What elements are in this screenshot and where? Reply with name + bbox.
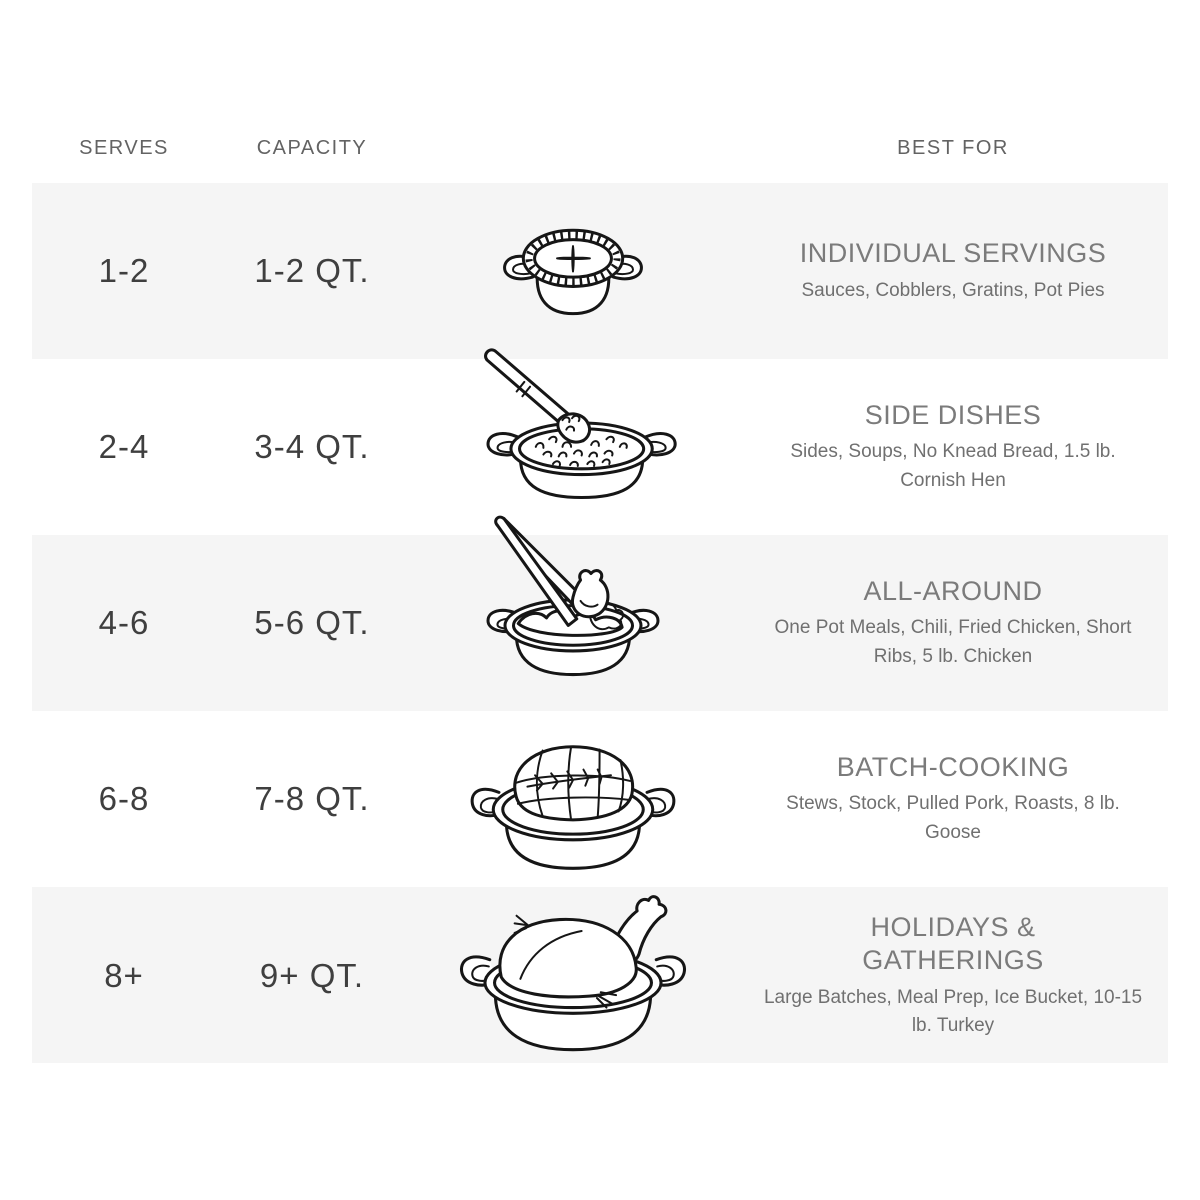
best-for-description: Large Batches, Meal Prep, Ice Bucket, 10… — [763, 986, 1143, 1037]
table-row: 4-6 5-6 QT. — [32, 515, 1168, 711]
tongs-fried-chicken-pot-icon — [408, 514, 738, 684]
best-for-title: INDIVIDUAL SERVINGS — [799, 237, 1107, 268]
table-row: 1-2 1-2 QT. INDIVIDUAL SERVINGS Sauces, … — [32, 183, 1168, 359]
best-for-description: Sauces, Cobblers, Gratins, Pot Pies — [801, 279, 1105, 301]
best-for-cell: BATCH-COOKING Stews, Stock, Pulled Pork,… — [738, 751, 1168, 848]
serves-value: 6-8 — [98, 780, 150, 817]
best-for-title: ALL-AROUND — [863, 575, 1043, 606]
best-for-description: Sides, Soups, No Knead Bread, 1.5 lb. Co… — [790, 441, 1116, 491]
capacity-column-header: CAPACITY — [256, 136, 368, 159]
column-header-row: SERVES CAPACITY BEST FOR — [32, 113, 1168, 183]
capacity-value: 9+ QT. — [259, 957, 365, 994]
capacity-value: 1-2 QT. — [254, 252, 370, 289]
capacity-value: 7-8 QT. — [254, 780, 370, 817]
table-row: 8+ 9+ QT. — [32, 887, 1168, 1063]
serves-value: 8+ — [104, 957, 144, 994]
netted-roast-pot-icon — [408, 724, 738, 874]
best-for-cell: INDIVIDUAL SERVINGS Sauces, Cobblers, Gr… — [738, 237, 1168, 305]
serves-value: 2-4 — [98, 428, 150, 465]
serves-column-header: SERVES — [79, 136, 169, 159]
dutch-oven-size-guide: SERVES CAPACITY BEST FOR 1-2 1-2 QT. IND… — [32, 0, 1168, 1063]
spoon-side-dish-pot-icon — [408, 343, 738, 503]
pot-pie-cocotte-icon — [408, 216, 738, 326]
capacity-value: 5-6 QT. — [254, 604, 370, 641]
best-for-title: SIDE DISHES — [864, 399, 1042, 430]
table-row: 2-4 3-4 QT. — [32, 348, 1168, 535]
best-for-cell: HOLIDAYS & GATHERINGS Large Batches, Mea… — [738, 911, 1168, 1041]
serves-value: 1-2 — [98, 252, 150, 289]
best-for-cell: SIDE DISHES Sides, Soups, No Knead Bread… — [738, 399, 1168, 496]
capacity-value: 3-4 QT. — [254, 428, 370, 465]
best-for-title: HOLIDAYS & GATHERINGS — [862, 912, 1044, 975]
best-for-title: BATCH-COOKING — [836, 751, 1070, 782]
whole-turkey-pot-icon — [408, 887, 738, 1065]
table-row: 6-8 7-8 QT. — [32, 711, 1168, 887]
serves-value: 4-6 — [98, 604, 150, 641]
best-for-cell: ALL-AROUND One Pot Meals, Chili, Fried C… — [738, 575, 1168, 672]
best-for-description: Stews, Stock, Pulled Pork, Roasts, 8 lb.… — [786, 793, 1120, 843]
best-for-description: One Pot Meals, Chili, Fried Chicken, Sho… — [774, 617, 1132, 667]
best-for-column-header: BEST FOR — [897, 136, 1009, 159]
